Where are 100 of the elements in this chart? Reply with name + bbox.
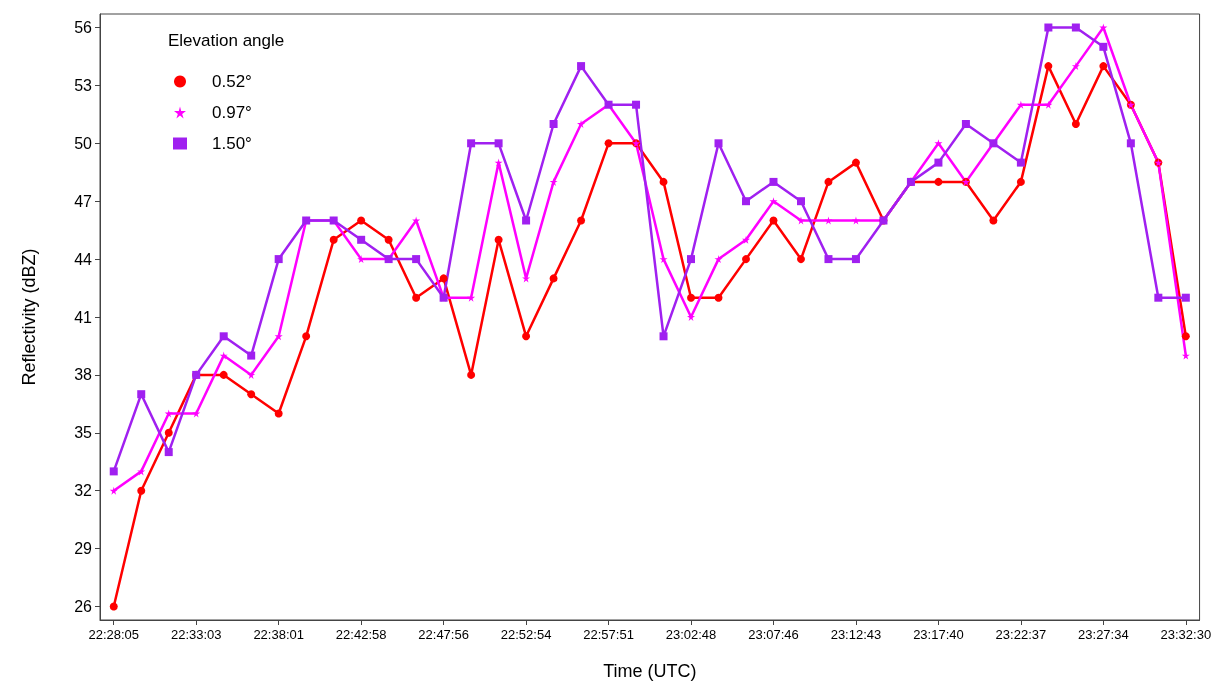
- y-tick-label: 53: [74, 76, 93, 94]
- point: [412, 293, 421, 302]
- point: [274, 409, 283, 418]
- point: [769, 177, 778, 186]
- legend-label: 0.97°: [212, 103, 252, 122]
- point: [192, 409, 201, 418]
- point: [659, 177, 668, 186]
- point: [522, 216, 531, 225]
- y-tick-label: 44: [74, 250, 93, 268]
- point: [494, 235, 503, 244]
- y-tick-label: 47: [74, 192, 93, 210]
- point: [274, 255, 283, 264]
- point: [687, 293, 696, 302]
- point: [769, 216, 778, 225]
- point: [687, 313, 696, 321]
- legend-label: 0.52°: [212, 72, 252, 91]
- point: [934, 177, 943, 186]
- point: [742, 197, 750, 206]
- point: [714, 255, 723, 264]
- x-tick-label: 22:33:03: [170, 627, 222, 642]
- y-tick-label: 32: [74, 482, 93, 500]
- point: [164, 448, 173, 457]
- x-tick-label: 23:02:48: [665, 627, 717, 642]
- point: [467, 370, 476, 379]
- point: [439, 274, 448, 283]
- point: [494, 139, 503, 148]
- x-tick-label: 22:38:01: [253, 627, 304, 642]
- point: [109, 467, 118, 476]
- point: [329, 235, 338, 244]
- point: [412, 255, 421, 264]
- x-tick-label: 22:52:54: [500, 627, 552, 642]
- point: [137, 390, 146, 399]
- point: [796, 197, 805, 206]
- point: [742, 235, 750, 244]
- y-tick-label: 38: [74, 366, 93, 384]
- point: [467, 139, 476, 148]
- x-tick-label: 22:42:58: [335, 627, 387, 642]
- point: [796, 255, 805, 264]
- point: [247, 370, 256, 379]
- point: [137, 486, 146, 495]
- point: [1126, 139, 1135, 148]
- point: [824, 255, 833, 264]
- point: [577, 216, 586, 225]
- point: [412, 216, 421, 225]
- point: [1044, 62, 1053, 71]
- point: [851, 255, 860, 264]
- point: [467, 293, 476, 302]
- point: [247, 390, 256, 399]
- point: [1099, 62, 1108, 71]
- point: [659, 332, 668, 341]
- point: [934, 158, 943, 167]
- point: [714, 293, 723, 302]
- point: [961, 120, 970, 129]
- y-tick-label: 56: [74, 19, 93, 37]
- point: [824, 177, 833, 186]
- point: [1181, 351, 1190, 360]
- point: [164, 428, 173, 437]
- point: [1016, 158, 1025, 167]
- point: [769, 197, 778, 206]
- point: [687, 255, 696, 264]
- y-tick-label: 29: [74, 540, 93, 558]
- point: [357, 216, 366, 225]
- point: [604, 139, 613, 148]
- point: [1071, 120, 1080, 128]
- point: [1044, 23, 1053, 32]
- point: [302, 332, 311, 341]
- x-tick-label: 23:07:46: [748, 627, 799, 642]
- point: [1154, 293, 1163, 302]
- y-tick-label: 50: [74, 134, 93, 152]
- point: [1016, 177, 1025, 186]
- y-axis-title: Reflectivity (dBZ): [19, 248, 39, 386]
- x-tick-label: 22:47:56: [418, 627, 469, 642]
- point: [549, 274, 558, 283]
- point: [934, 139, 943, 148]
- point: [219, 370, 228, 379]
- point: [247, 351, 256, 360]
- point: [274, 332, 283, 341]
- x-tick-label: 23:27:34: [1078, 627, 1129, 642]
- x-tick-label: 22:28:05: [88, 627, 140, 642]
- point: [1181, 332, 1190, 341]
- x-tick-label: 22:57:51: [583, 627, 634, 642]
- x-axis-title: Time (UTC): [603, 661, 697, 681]
- point: [109, 602, 118, 611]
- point: [632, 100, 641, 109]
- x-tick-label: 23:22:37: [995, 627, 1047, 642]
- legend-label: 1.50°: [212, 134, 252, 153]
- point: [357, 235, 366, 244]
- point: [742, 255, 750, 264]
- point: [714, 139, 723, 148]
- point: [137, 467, 146, 476]
- point: [1181, 293, 1190, 302]
- x-tick-label: 23:17:40: [913, 627, 964, 642]
- point: [1071, 23, 1080, 32]
- point: [219, 332, 228, 341]
- point: [1099, 42, 1108, 51]
- x-tick-label: 23:32:30: [1160, 627, 1212, 642]
- point: [522, 332, 531, 341]
- point: [1071, 62, 1080, 71]
- y-tick-label: 41: [74, 308, 93, 326]
- point: [384, 235, 393, 244]
